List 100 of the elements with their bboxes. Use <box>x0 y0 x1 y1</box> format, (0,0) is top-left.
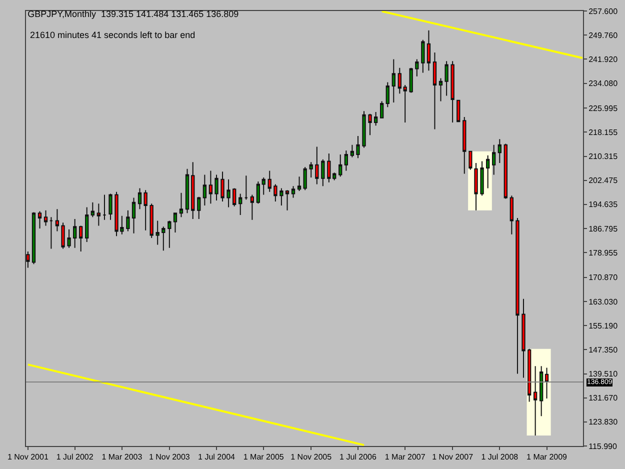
candlestick <box>162 226 166 252</box>
candlestick <box>226 178 230 208</box>
candlestick <box>250 194 254 220</box>
candlestick <box>392 58 396 104</box>
candlestick <box>510 195 514 235</box>
candlestick <box>421 39 425 74</box>
y-tick-label: 210.315 <box>588 152 618 162</box>
candlestick <box>126 210 130 232</box>
y-tick-label: 178.955 <box>588 248 618 258</box>
candlestick <box>315 146 319 185</box>
candlestick <box>132 197 136 234</box>
candlestick <box>362 110 366 148</box>
y-tick-label: 139.510 <box>588 370 618 379</box>
candlestick <box>527 348 532 402</box>
candlestick <box>480 160 484 196</box>
x-tick-label: 1 Mar 2007 <box>384 452 426 462</box>
candlestick <box>108 193 112 220</box>
candlestick <box>191 162 195 220</box>
candlestick <box>403 84 407 124</box>
candlestick <box>309 162 313 178</box>
candlestick <box>344 150 348 172</box>
candlestick <box>285 190 290 211</box>
candlestick <box>44 210 48 226</box>
candlestick <box>49 216 54 250</box>
annotation: 21610 minutes 41 seconds left to bar end <box>30 30 196 40</box>
y-tick-label: 123.830 <box>588 418 618 427</box>
candlestick <box>179 192 184 218</box>
x-tick-label: 1 Nov 2001 <box>7 452 49 462</box>
candlestick <box>498 138 502 164</box>
x-tick-label: 1 Jul 2008 <box>481 452 519 462</box>
candlestick <box>73 218 77 248</box>
candlestick <box>386 82 390 108</box>
candlestick <box>32 212 36 265</box>
y-tick-label: 241.920 <box>588 54 618 64</box>
candlestick <box>232 188 236 207</box>
candlestick <box>202 174 207 206</box>
y-tick-label: 163.030 <box>588 297 618 306</box>
x-tick-label: 1 Nov 2007 <box>432 452 474 462</box>
candlestick <box>144 190 148 231</box>
y-tick-label: 202.475 <box>588 176 618 186</box>
candlestick <box>262 176 266 196</box>
candlestick <box>504 143 508 200</box>
candlestick <box>244 175 248 200</box>
candlestick <box>338 154 342 178</box>
candlestick <box>96 203 101 226</box>
candlestick <box>468 150 472 170</box>
candlestick <box>268 170 272 192</box>
candlestick <box>486 154 490 189</box>
y-tick-label: 234.080 <box>588 79 618 88</box>
candlestick <box>409 67 413 94</box>
candlestick <box>462 116 466 174</box>
candlestick <box>168 220 172 248</box>
candlestick <box>173 212 178 233</box>
y-tick-label: 186.795 <box>588 224 618 234</box>
candlestick <box>303 166 307 191</box>
candlestick <box>522 298 526 378</box>
candlestick <box>321 158 325 187</box>
candlestick <box>398 67 402 94</box>
candlestick <box>432 52 437 130</box>
y-tick-label: 170.870 <box>588 273 618 282</box>
chart-title: GBPJPY,Monthly 139.315 141.484 131.465 136.809 <box>28 9 239 20</box>
candlestick <box>368 113 372 136</box>
candlestick <box>238 193 242 216</box>
candlestick <box>90 202 94 218</box>
candlestick <box>85 206 89 242</box>
candlestick <box>102 194 106 220</box>
candlestick <box>79 225 83 252</box>
candlestick <box>516 218 520 374</box>
y-tick-label: 155.190 <box>588 321 618 330</box>
candlestick <box>380 100 384 118</box>
y-tick-label: 225.995 <box>588 104 618 113</box>
candlestick <box>356 136 360 159</box>
x-tick-label: 1 Mar 2009 <box>526 452 568 462</box>
candlestick <box>350 144 354 158</box>
x-tick-label: 1 Jul 2006 <box>340 452 377 462</box>
x-tick-label: 1 Jul 2004 <box>198 452 236 462</box>
candlestick <box>456 100 460 122</box>
candlestick <box>61 222 65 250</box>
candlestick <box>450 60 454 124</box>
x-tick-label: 1 Jul 2002 <box>56 452 94 462</box>
y-tick-label: 194.635 <box>588 200 618 210</box>
y-tick-label: 131.670 <box>588 394 618 403</box>
candlestick <box>156 220 160 246</box>
candlestick <box>208 170 213 204</box>
y-tick-label: 218.155 <box>588 128 618 137</box>
candlestick <box>55 208 60 232</box>
candlestick <box>220 171 224 202</box>
candlestick <box>291 186 296 198</box>
y-tick-label: 249.760 <box>588 30 618 40</box>
x-tick-label: 1 Nov 2005 <box>290 452 332 462</box>
x-tick-label: 1 Nov 2003 <box>148 452 190 462</box>
candlestick <box>150 203 154 239</box>
candlestick <box>274 184 278 202</box>
candlestick <box>280 188 284 206</box>
candlestick <box>197 196 201 220</box>
candlestick <box>297 176 302 192</box>
x-tick-label: 1 Mar 2005 <box>243 452 284 462</box>
candlestick <box>26 251 30 268</box>
y-tick-label: 115.990 <box>588 442 618 451</box>
y-tick-label: 257.600 <box>588 6 618 16</box>
